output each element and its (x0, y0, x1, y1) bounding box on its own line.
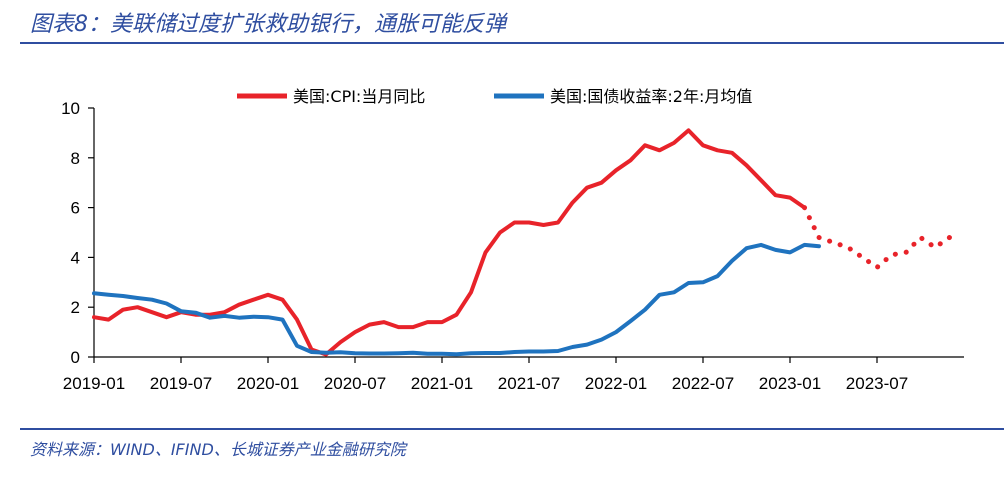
title-rule (20, 42, 1004, 44)
x-tick-label: 2019-07 (150, 374, 212, 393)
x-tick-label: 2022-07 (672, 374, 734, 393)
x-tick-label: 2023-07 (846, 374, 908, 393)
legend-label: 美国:CPI:当月同比 (293, 87, 425, 106)
x-tick-label: 2023-01 (759, 374, 821, 393)
chart-legend: 美国:CPI:当月同比 美国:国债收益率:2年:月均值 (237, 87, 752, 106)
y-tick-label: 2 (71, 298, 80, 317)
y-tick-label: 4 (71, 248, 80, 267)
y-tick-label: 8 (71, 149, 80, 168)
series-line-2 (92, 242, 821, 357)
legend-label: 美国:国债收益率:2年:月均值 (550, 87, 752, 106)
series-line-0 (92, 128, 807, 357)
y-tick-label: 0 (71, 348, 80, 367)
x-tick-label: 2021-01 (411, 374, 473, 393)
y-tick-label: 10 (61, 99, 80, 118)
source-rule (20, 428, 1004, 430)
x-tick-label: 2019-01 (63, 374, 125, 393)
x-tick-label: 2020-07 (324, 374, 386, 393)
chart-axes: 0 2 4 6 8 10 2019-01 2019-07 2020-01 2020-07 2021-… (61, 99, 964, 393)
chart-title: 图表8：美联储过度扩张救助银行，通胀可能反弹 (30, 12, 506, 37)
x-tick-label: 2020-01 (237, 374, 299, 393)
series-layer (92, 128, 952, 357)
series-line-1 (802, 205, 952, 270)
source-note: 资料来源：WIND、IFIND、长城证券产业金融研究院 (30, 440, 406, 459)
y-tick-label: 6 (71, 199, 80, 218)
x-tick-label: 2022-01 (585, 374, 647, 393)
x-tick-label: 2021-07 (498, 374, 560, 393)
